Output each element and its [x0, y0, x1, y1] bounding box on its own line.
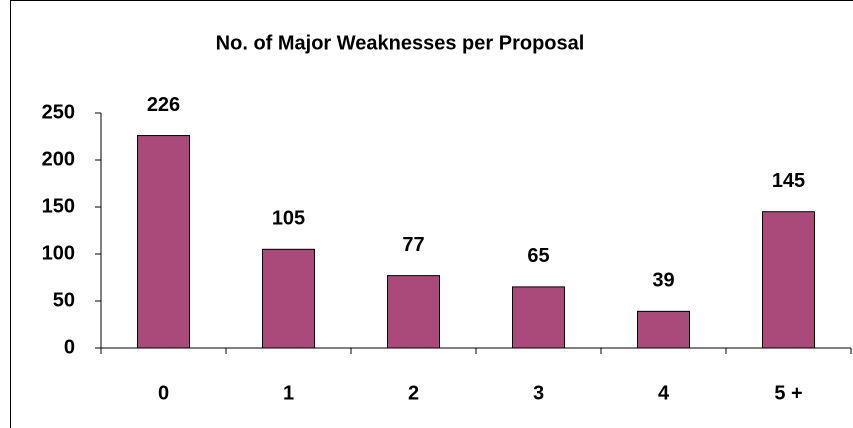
x-tick-label: 0: [158, 382, 169, 404]
y-tick-label: 250: [42, 101, 75, 123]
data-label: 77: [402, 234, 424, 256]
x-tick-label: 4: [658, 382, 670, 404]
bar: [512, 286, 565, 349]
data-label: 145: [772, 170, 805, 192]
y-tick-label: 150: [42, 195, 75, 217]
bar: [637, 310, 690, 349]
data-label: 105: [272, 208, 305, 230]
y-tick-label: 0: [64, 336, 75, 358]
chart-title: No. of Major Weaknesses per Proposal: [216, 32, 585, 54]
x-tick-label: 1: [283, 382, 294, 404]
data-label: 65: [527, 245, 549, 267]
y-tick-label: 100: [42, 242, 75, 264]
x-tick-label: 3: [533, 382, 544, 404]
y-tick-label: 200: [42, 148, 75, 170]
x-tick-label: 5 +: [774, 382, 802, 404]
data-label: 226: [147, 94, 180, 116]
y-tick-label: 50: [53, 289, 75, 311]
data-label: 39: [652, 270, 674, 292]
x-tick-label: 2: [408, 382, 419, 404]
bar: [262, 248, 315, 349]
bar: [387, 275, 440, 349]
bar: [137, 135, 190, 349]
chart-frame: [10, 0, 853, 428]
bar: [762, 211, 815, 349]
